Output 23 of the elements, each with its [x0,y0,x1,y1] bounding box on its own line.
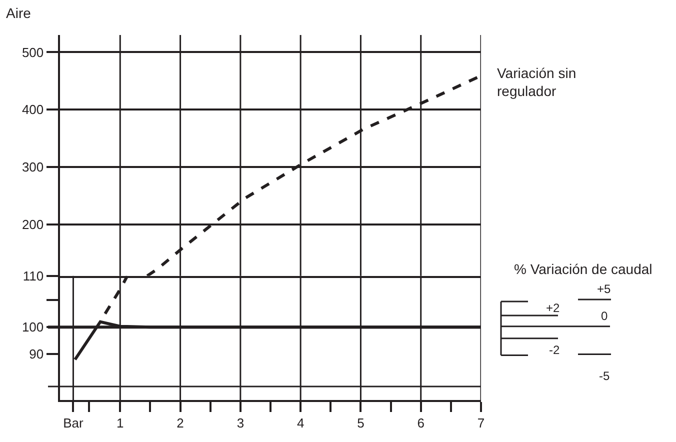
y-tick-label: 400 [22,102,44,118]
x-tick-label: 5 [357,415,364,430]
y-tick-label: 500 [22,44,44,60]
y-tick-label: 100 [22,320,44,335]
x-tick-label: Bar [63,415,84,430]
x-tick-label: 4 [296,415,304,430]
text: -2 [549,343,560,357]
x-tick-label: 2 [176,415,184,430]
x-tick-label: 1 [116,415,124,430]
series-label: Variación sin regulador [497,65,576,100]
text: -5 [599,369,610,383]
y-tick-label: 300 [22,159,44,174]
text: +5 [597,282,612,296]
text: +2 [546,301,560,315]
text: 0 [601,309,608,323]
x-tick-label: 6 [417,415,424,430]
y-tick-label: 200 [22,216,44,232]
x-tick-label: 7 [477,415,485,430]
y-tick-label: 110 [22,268,44,284]
y-axis-title: Aire [6,5,32,21]
text: % Variación de caudal [514,261,652,277]
x-tick-label: 3 [236,415,244,430]
y-tick-label: 90 [29,346,44,362]
